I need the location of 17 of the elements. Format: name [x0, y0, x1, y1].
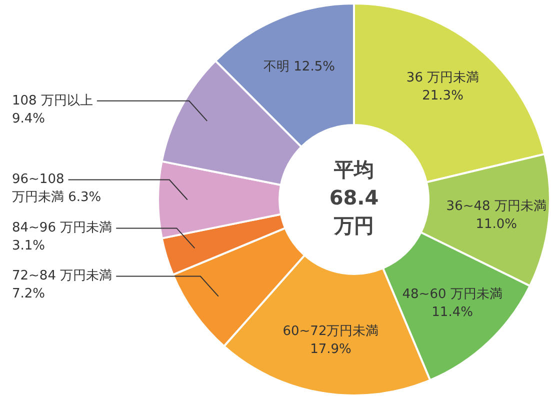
data-label: 7.2%: [12, 286, 46, 302]
data-label: 9.4%: [12, 111, 46, 126]
data-label: 11.4%: [432, 305, 473, 320]
data-label: 11.0%: [476, 216, 518, 232]
slice-label: 60~72万円未満: [282, 324, 379, 340]
slice-label: 不明 12.5%: [264, 60, 335, 75]
slice-label: 36 万円未満: [406, 70, 480, 86]
data-label: 17.9%: [310, 342, 352, 358]
slice-label: 36~48 万円未満: [446, 198, 546, 214]
data-label: 21.3%: [422, 88, 464, 104]
slice-label: 84~96 万円未満: [12, 220, 112, 236]
slice-label: 96~108 万円未満 6.3%: [12, 172, 102, 206]
slice-label: 108 万円以上: [12, 93, 93, 108]
text: 平均 68.4 万円: [329, 158, 379, 238]
data-label: 3.1%: [12, 238, 46, 254]
slice-label: 72~84 万円未満: [12, 268, 112, 284]
slice-label: 48~60 万円未満: [402, 287, 502, 302]
